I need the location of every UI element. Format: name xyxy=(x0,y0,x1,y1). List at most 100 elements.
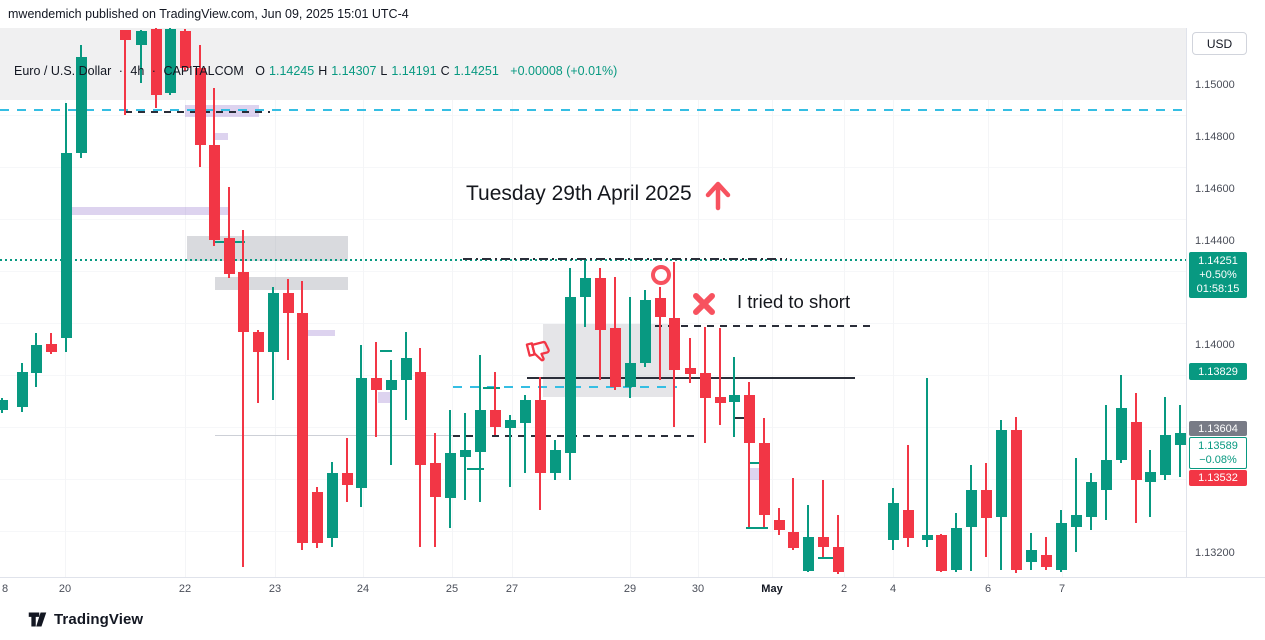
candle-body xyxy=(119,30,131,40)
candle-body xyxy=(370,378,382,390)
gridline-horizontal xyxy=(0,323,1186,324)
zone-box[interactable] xyxy=(215,277,348,290)
date-tick-label: 4 xyxy=(889,583,897,595)
exchange-label: CAPITALCOM xyxy=(163,64,244,78)
zone-box[interactable] xyxy=(305,330,335,336)
candle-body xyxy=(311,492,323,543)
candle-body xyxy=(474,410,486,452)
candle-body xyxy=(16,372,28,407)
candle-body xyxy=(252,332,264,352)
time-axis[interactable]: 8 20 22 23 24 25 27 29 30 May 2 4 6 7 xyxy=(0,577,1265,600)
level-segment[interactable] xyxy=(748,462,762,464)
candle-body xyxy=(995,430,1007,517)
date-tick-label: 6 xyxy=(984,583,992,595)
level-segment[interactable] xyxy=(380,350,392,352)
candle-body xyxy=(135,31,147,45)
ohlc-value: 1.14245 xyxy=(269,64,315,78)
candle-body xyxy=(504,420,516,428)
candle-body xyxy=(1010,430,1022,570)
candle-body xyxy=(1130,422,1142,480)
candle-body xyxy=(1144,472,1156,482)
chart-canvas[interactable]: Euro / U.S. Dollar · 4h · CAPITALCOM O 1.… xyxy=(0,28,1186,577)
candle-body xyxy=(1100,460,1112,490)
gridline-horizontal xyxy=(0,115,1186,116)
date-tick-label: 27 xyxy=(505,583,519,595)
gridline-vertical xyxy=(893,28,894,577)
price-tick-label: 1.14600 xyxy=(1195,183,1235,195)
candle-wick xyxy=(124,30,126,115)
candle-wick xyxy=(629,297,631,398)
candle-body xyxy=(267,293,279,352)
candle-body xyxy=(194,68,206,145)
attribution-text: mwendemich published on TradingView.com,… xyxy=(8,7,409,21)
price-badge: 1.13589 −0.08% xyxy=(1189,437,1247,469)
gridline-horizontal xyxy=(0,531,1186,532)
level-line-cyan[interactable] xyxy=(0,109,1186,111)
candle-body xyxy=(164,29,176,93)
change-label: +0.00008 (+0.01%) xyxy=(510,64,618,78)
candle-wick xyxy=(1075,458,1077,552)
zone-box[interactable] xyxy=(750,468,761,480)
ohlc-value: 1.14191 xyxy=(391,64,437,78)
circle-marker-icon[interactable] xyxy=(649,263,673,287)
date-tick-label: 23 xyxy=(268,583,282,595)
date-tick-label: 7 xyxy=(1058,583,1066,595)
candle-body xyxy=(743,395,755,443)
level-segment[interactable] xyxy=(818,557,833,559)
annotation-date-text[interactable]: Tuesday 29th April 2025 xyxy=(466,182,692,205)
gridline-horizontal xyxy=(0,479,1186,480)
candle-body xyxy=(921,535,933,540)
candle-body xyxy=(1025,550,1037,562)
candle-body xyxy=(787,532,799,548)
candle-body xyxy=(549,450,561,473)
annotation-note-text[interactable]: I tried to short xyxy=(737,291,851,312)
up-arrow-icon[interactable] xyxy=(703,179,733,211)
level-segment[interactable] xyxy=(467,468,484,470)
price-badge: 1.14251 +0.50% 01:58:15 xyxy=(1189,252,1247,298)
date-tick-label: 2 xyxy=(840,583,848,595)
level-line-gray[interactable] xyxy=(215,435,455,436)
price-tick-label: 1.15000 xyxy=(1195,79,1235,91)
candle-body xyxy=(950,528,962,570)
gridline-horizontal xyxy=(0,219,1186,220)
gridline-vertical xyxy=(988,28,989,577)
date-tick-label: 22 xyxy=(178,583,192,595)
zone-box[interactable] xyxy=(72,207,229,215)
candle-body xyxy=(208,145,220,240)
thumbs-down-icon[interactable] xyxy=(523,335,560,373)
price-tick-label: 1.13200 xyxy=(1195,547,1235,559)
gridline-horizontal xyxy=(0,427,1186,428)
candle-body xyxy=(579,278,591,297)
level-segment[interactable] xyxy=(483,387,500,389)
zone-box[interactable] xyxy=(378,392,392,403)
candle-body xyxy=(594,278,606,330)
price-badge: 1.13604 xyxy=(1189,421,1247,436)
level-line-solid[interactable] xyxy=(527,377,855,379)
candle-body xyxy=(965,490,977,527)
candle-body xyxy=(0,400,8,410)
candle-body xyxy=(282,293,294,313)
level-line-dash[interactable] xyxy=(655,325,870,327)
currency-toggle-button[interactable]: USD xyxy=(1192,32,1247,55)
zone-box[interactable] xyxy=(213,133,228,140)
candle-wick xyxy=(494,372,496,435)
candle-body xyxy=(902,510,914,538)
level-line-dotdash[interactable] xyxy=(463,258,787,260)
level-segment[interactable] xyxy=(746,527,768,529)
candle-body xyxy=(45,344,57,352)
candle-body xyxy=(534,400,546,473)
candle-wick xyxy=(792,478,794,550)
x-marker-icon[interactable] xyxy=(692,292,716,316)
tradingview-logo[interactable]: TradingView xyxy=(27,609,143,630)
price-axis[interactable]: 1.15000 1.14800 1.14600 1.14400 1.14000 1.132… xyxy=(1186,28,1265,577)
ohlc-values: O 1.14245 H 1.14307 L 1.14191 C 1.14251 xyxy=(255,64,503,78)
candle-body xyxy=(1070,515,1082,527)
symbol-info-row: Euro / U.S. Dollar · 4h · CAPITALCOM O 1.… xyxy=(14,64,621,78)
candle-wick xyxy=(659,287,661,380)
ohlc-letter: C xyxy=(440,64,450,78)
candle-body xyxy=(758,443,770,515)
date-tick-label: 20 xyxy=(58,583,72,595)
level-line-tick[interactable] xyxy=(735,417,748,419)
candle-body xyxy=(341,473,353,485)
candle-body xyxy=(459,450,471,457)
